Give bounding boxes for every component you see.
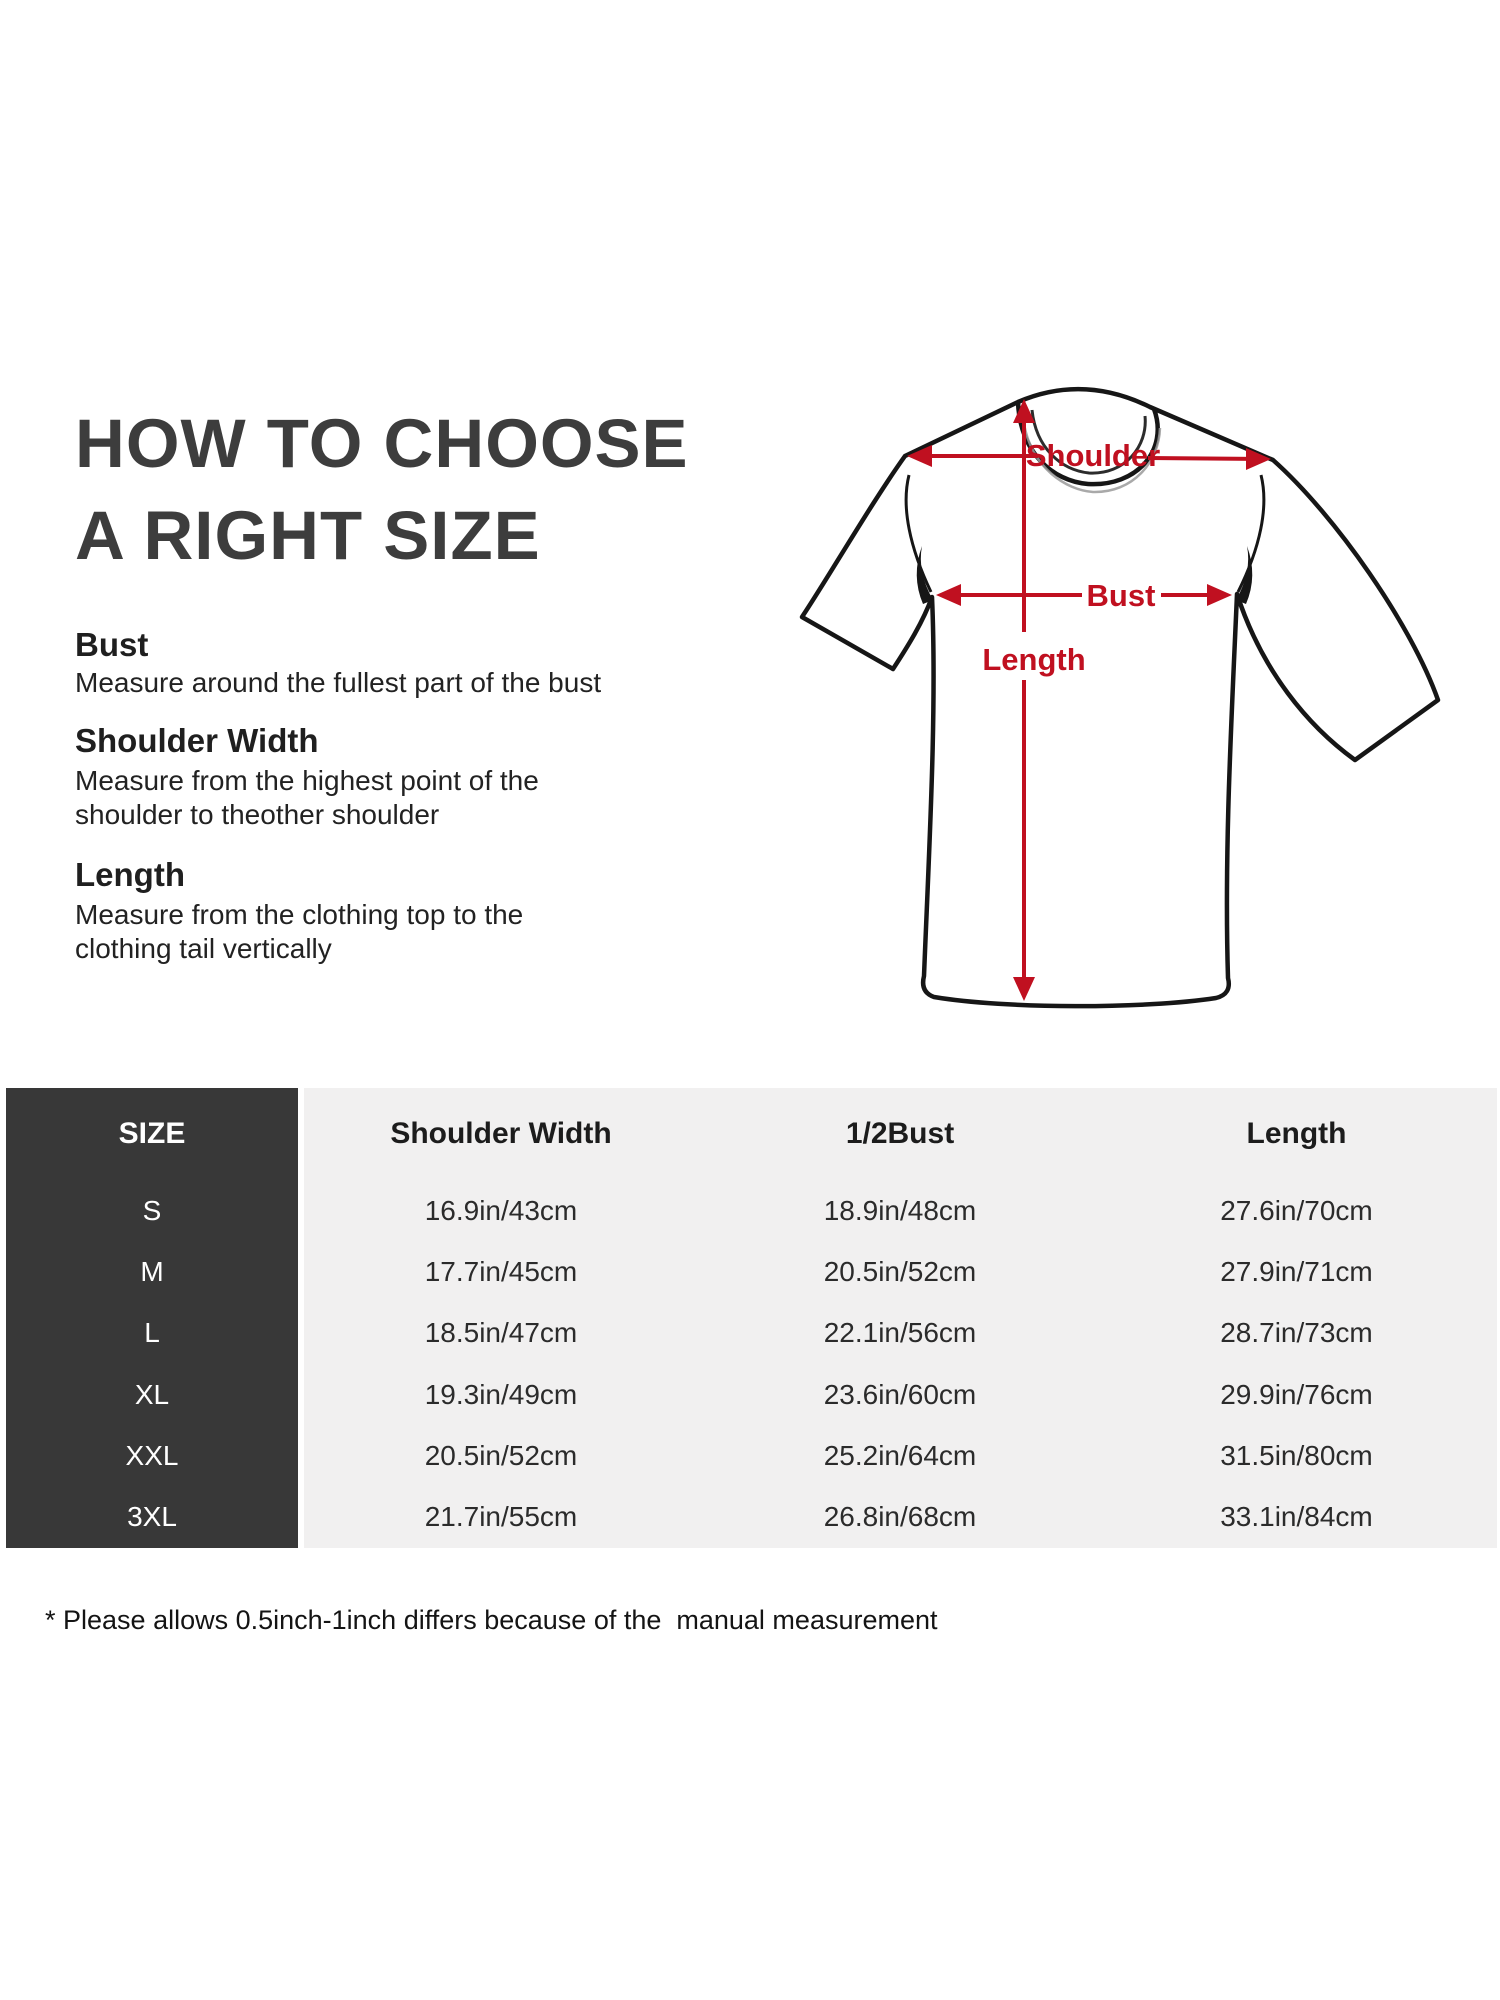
page-title-line-1: HOW TO CHOOSE [75,405,689,482]
header-shoulder-width: Shoulder Width [390,1117,612,1150]
values-background [304,1088,1497,1548]
row-m-half-bust: 20.5in/52cm [823,1255,977,1287]
row-s-length: 27.6in/70cm [1220,1194,1373,1226]
shoulder-width-description-line-1: Measure from the highest point of the [75,765,539,796]
row-l-size-label: L [144,1317,160,1349]
collar-inner-line [1030,409,1147,475]
bust-arrowhead-left [936,584,961,606]
row-s-size-label: S [142,1194,162,1226]
page-title-line-2: A RIGHT SIZE [75,497,541,574]
row-l-length: 28.7in/73cm [1220,1317,1373,1349]
length-description-line-2: clothing tail vertically [75,933,332,964]
bust-heading: Bust [75,626,149,663]
shoulder-arrowhead-left [907,445,932,467]
left-underarm-shading [916,546,933,604]
length-arrowhead-top [1013,399,1035,423]
shoulder-width-description-line-2: shoulder to theother shoulder [75,799,440,830]
row-m-shoulder-width: 17.7in/45cm [424,1255,578,1287]
shoulder-arrow-line [913,454,1266,461]
shoulder-label: Shoulder [1026,438,1160,473]
size-table: SIZE Shoulder Width 1/2Bust Length S 16.… [6,1088,1497,1548]
row-xl-size-label: XL [134,1378,170,1410]
shoulder-arrowhead-right [1246,448,1271,470]
row-3xl-half-bust: 26.8in/68cm [823,1501,977,1533]
length-label: Length [982,642,1085,677]
row-xxl-half-bust: 25.2in/64cm [823,1439,977,1471]
shoulder-width-heading: Shoulder Width [75,722,319,759]
measurement-disclaimer: * Please allows 0.5inch-1inch differs be… [45,1605,938,1635]
row-s-half-bust: 18.9in/48cm [823,1194,977,1226]
header-half-bust: 1/2Bust [845,1117,955,1150]
length-description: Measure from the clothing top to the clo… [75,898,523,966]
shoulder-width-description: Measure from the highest point of the sh… [75,764,539,832]
row-xl-length: 29.9in/76cm [1220,1378,1373,1410]
row-m-length: 27.9in/71cm [1220,1255,1373,1287]
row-m-size-label: M [140,1255,164,1287]
row-xxl-size-label: XXL [125,1439,179,1471]
tshirt-measurement-diagram: Shoulder Bust Length [799,387,1441,1009]
right-armhole-seam [1236,474,1266,593]
size-table-grid: SIZE Shoulder Width 1/2Bust Length S 16.… [6,1088,1497,1548]
length-description-line-1: Measure from the clothing top to the [75,899,524,930]
length-arrowhead-bottom [1013,977,1035,1001]
bust-arrowhead-right [1207,584,1232,606]
bust-description: Measure around the fullest part of the b… [75,667,602,698]
row-xxl-shoulder-width: 20.5in/52cm [424,1439,578,1471]
row-3xl-shoulder-width: 21.7in/55cm [424,1501,578,1533]
length-heading: Length [75,856,185,893]
page-title: HOW TO CHOOSE A RIGHT SIZE [75,398,689,582]
header-length: Length [1246,1117,1347,1150]
row-xl-half-bust: 23.6in/60cm [823,1378,977,1410]
row-xxl-length: 31.5in/80cm [1220,1439,1373,1471]
right-underarm-shading [1236,546,1253,604]
row-l-shoulder-width: 18.5in/47cm [424,1317,578,1349]
row-xl-shoulder-width: 19.3in/49cm [424,1378,578,1410]
row-3xl-length: 33.1in/84cm [1220,1501,1373,1533]
row-3xl-size-label: 3XL [127,1501,177,1533]
bust-label: Bust [1087,578,1156,613]
row-l-half-bust: 22.1in/56cm [823,1317,977,1349]
tshirt-outline [799,387,1441,1009]
row-s-shoulder-width: 16.9in/43cm [424,1194,578,1226]
size-column-background [6,1088,298,1548]
header-size: SIZE [118,1117,186,1150]
left-armhole-seam [904,474,933,593]
